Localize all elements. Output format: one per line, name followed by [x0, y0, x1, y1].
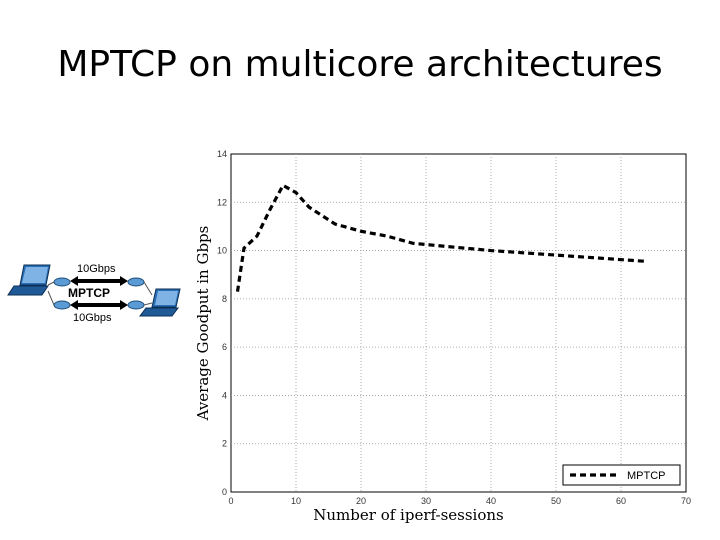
y-tick-label: 10: [217, 246, 227, 256]
x-tick-label: 40: [486, 496, 496, 506]
laptop-icon: [7, 264, 51, 296]
slide-title: MPTCP on multicore architectures: [57, 44, 663, 85]
y-tick-label: 4: [222, 390, 227, 400]
y-axis-label: Average Goodput in Gbps: [194, 226, 212, 422]
link-bottom-label: 10Gbps: [73, 312, 112, 324]
x-tick-label: 50: [551, 496, 561, 506]
y-tick-label: 12: [217, 197, 227, 207]
protocol-label: MPTCP: [68, 286, 110, 300]
x-tick-label: 0: [228, 496, 233, 506]
x-tick-label: 20: [356, 496, 366, 506]
y-tick-label: 6: [222, 342, 227, 352]
x-tick-label: 60: [616, 496, 626, 506]
y-tick-label: 14: [217, 149, 227, 159]
x-tick-label: 30: [421, 496, 431, 506]
x-tick-label: 10: [291, 496, 301, 506]
y-tick-label: 8: [222, 294, 227, 304]
y-tick-label: 0: [222, 487, 227, 497]
router-icon: [53, 277, 71, 310]
network-diagram: 10Gbps MPTCP 10Gbps: [0, 255, 190, 335]
x-axis-label: Number of iperf-sessions: [313, 506, 503, 524]
legend-label: MPTCP: [627, 470, 666, 482]
legend-box: [562, 464, 681, 486]
x-tick-label: 70: [681, 496, 691, 506]
plot-frame: [230, 153, 687, 493]
link-top-label: 10Gbps: [77, 263, 116, 275]
laptop-icon: [139, 288, 181, 317]
y-tick-label: 2: [222, 439, 227, 449]
